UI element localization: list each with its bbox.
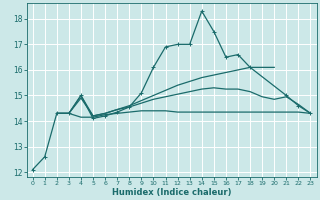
X-axis label: Humidex (Indice chaleur): Humidex (Indice chaleur) bbox=[112, 188, 231, 197]
